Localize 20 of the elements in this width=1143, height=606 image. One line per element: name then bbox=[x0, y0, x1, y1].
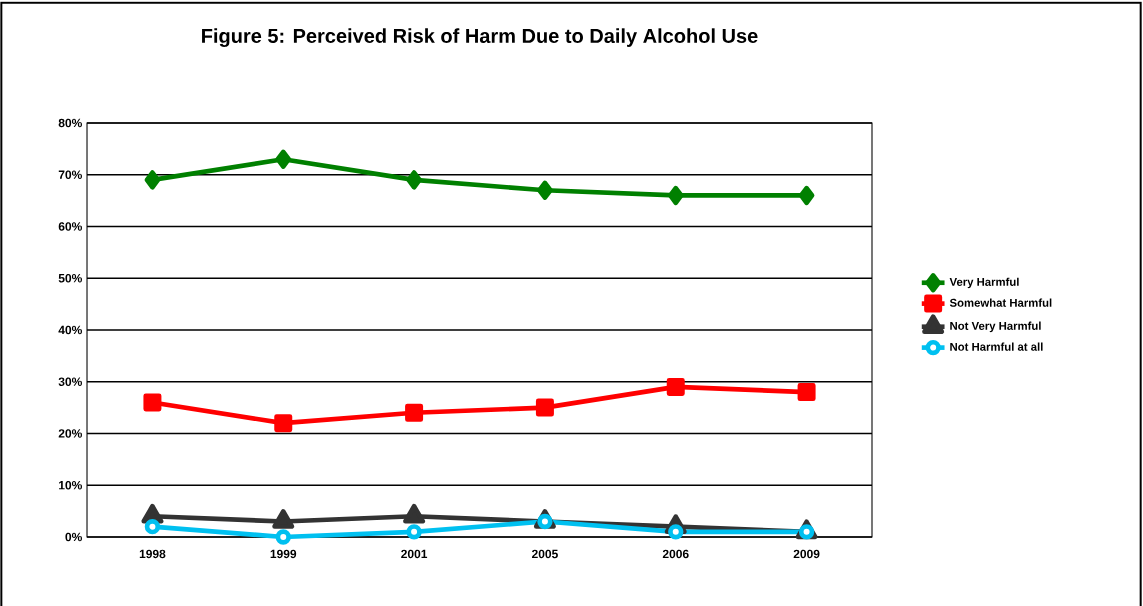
y-tick-label: 70% bbox=[58, 170, 82, 179]
y-tick-label: 0% bbox=[65, 532, 82, 542]
x-tick-label: 2005 bbox=[531, 549, 558, 559]
y-tick-label: 30% bbox=[58, 377, 82, 386]
x-tick-label: 2001 bbox=[401, 549, 428, 559]
legend-label: Not Very Harmful bbox=[950, 321, 1041, 333]
legend-label: Somewhat Harmful bbox=[949, 298, 1052, 307]
x-tick-label: 2006 bbox=[662, 549, 689, 559]
y-tick-label: 50% bbox=[58, 273, 82, 283]
legend-label: Not Harmful at all bbox=[950, 342, 1043, 351]
x-tick-label: 1998 bbox=[139, 549, 166, 559]
x-tick-label: 1999 bbox=[270, 549, 297, 559]
y-tick-label: 40% bbox=[58, 325, 82, 335]
y-tick-label: 10% bbox=[59, 480, 82, 490]
chart-title: Figure 5: Perceived Risk of Harm Due to Daily Alcohol Use bbox=[202, 28, 758, 48]
y-tick-label: 60% bbox=[58, 222, 82, 231]
y-tick-label: 20% bbox=[58, 429, 82, 438]
y-tick-label: 80% bbox=[58, 118, 82, 128]
legend-label: Very Harmful bbox=[949, 277, 1019, 289]
x-tick-label: 2009 bbox=[793, 549, 820, 559]
